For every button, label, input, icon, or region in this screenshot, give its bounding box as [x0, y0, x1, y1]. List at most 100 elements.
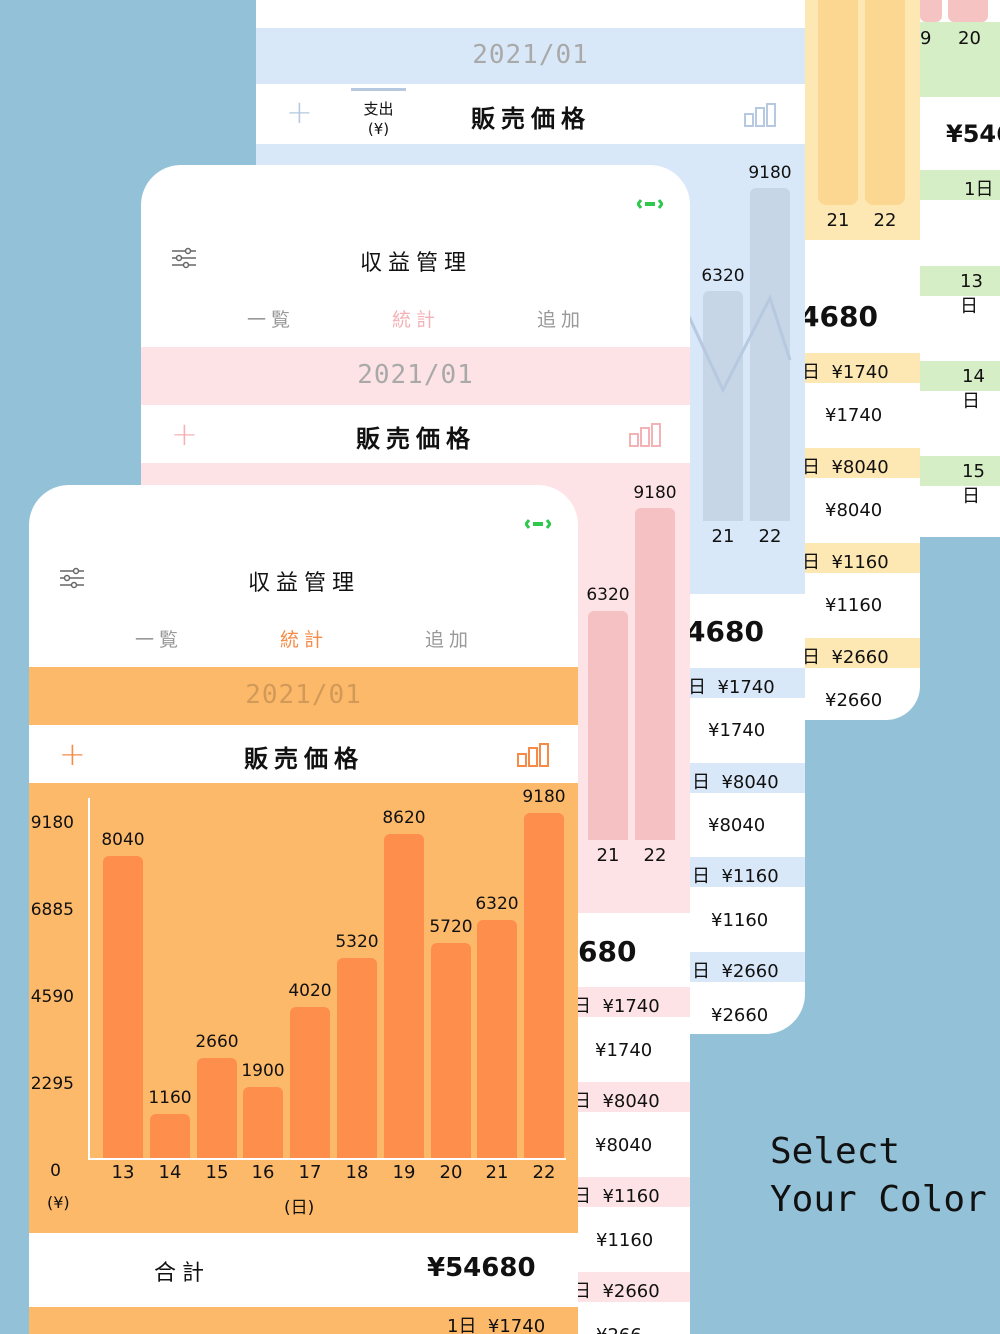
pink-total-value: 680	[578, 935, 637, 968]
blue-metric: 販売価格	[471, 105, 591, 133]
green-row-bg-4	[920, 456, 1000, 486]
pink-day-21: 21	[596, 845, 620, 866]
blue-line	[686, 294, 792, 394]
blue-expense-label: 支出	[363, 100, 394, 118]
bar-value-22: 9180	[522, 787, 566, 807]
blue-tab-stats[interactable]: 統計	[496, 0, 556, 2]
card-green: 9 20 ¥546 1日 13日 14日 15日	[920, 0, 1000, 537]
blue-plus-icon[interactable]: +	[286, 93, 313, 131]
green-day-20: 20	[958, 28, 981, 49]
blue-expense-tab[interactable]: 支出 (¥)	[351, 88, 406, 139]
blue-chart-icon[interactable]	[744, 103, 776, 131]
month-bar[interactable]	[29, 667, 578, 725]
pink-row-2-plain: ¥8040	[595, 1135, 653, 1156]
pink-bar-22	[635, 508, 675, 840]
tab-list[interactable]: 一覧	[134, 629, 183, 651]
blue-row-3-plain: ¥1160	[711, 910, 769, 931]
bar-value-13: 8040	[101, 830, 145, 850]
pink-month: 2021/01	[357, 360, 474, 390]
x-tick-13: 13	[111, 1162, 135, 1183]
bar-17	[290, 1007, 330, 1158]
yellow-row-2-plain: ¥8040	[825, 500, 883, 521]
green-bar-1	[920, 0, 942, 22]
pink-plus-icon[interactable]: +	[171, 415, 198, 453]
x-tick-19: 19	[392, 1162, 416, 1183]
x-tick-14: 14	[158, 1162, 182, 1183]
pink-tab-list[interactable]: 一覧	[246, 309, 295, 331]
entry-row-bg	[29, 1307, 578, 1334]
pink-metric: 販売価格	[356, 425, 476, 453]
bar-value-15: 2660	[195, 1032, 239, 1052]
pink-tab-add[interactable]: 追加	[536, 309, 585, 331]
yellow-bar-22	[865, 0, 905, 205]
y-tick-2295: 2295	[30, 1074, 74, 1094]
pink-row-1-plain: ¥1740	[595, 1040, 653, 1061]
bar-value-20: 5720	[429, 917, 473, 937]
tab-add[interactable]: 追加	[424, 629, 473, 651]
pink-row-3: 日 ¥1160	[573, 1186, 660, 1207]
tab-stats[interactable]: 統計	[279, 629, 328, 651]
yellow-day-22: 22	[873, 210, 897, 231]
pink-day-22: 22	[643, 845, 667, 866]
y-axis-line	[88, 798, 90, 1160]
bar-value-14: 1160	[148, 1088, 192, 1108]
tagline: Select Your Color	[770, 1128, 987, 1224]
yellow-row-4: 日 ¥2660	[802, 647, 889, 668]
metric-title: 販売価格	[244, 745, 364, 773]
chart-area: 9180 6885 4590 2295 0 (¥) (日) 8040 13 1160…	[29, 783, 578, 1233]
pink-month-bar	[141, 347, 690, 405]
yellow-row-3: 日 ¥1160	[802, 552, 889, 573]
blue-row-3: 日 ¥1160	[692, 866, 779, 887]
blue-tab-list[interactable]: 一覧	[366, 0, 426, 2]
chart-type-icon[interactable]	[517, 743, 549, 771]
pink-bar-label-22: 9180	[633, 483, 677, 503]
pink-tab-stats[interactable]: 統計	[391, 309, 440, 331]
green-row-4: 15日	[962, 461, 985, 507]
yellow-row-4-plain: ¥2660	[825, 690, 883, 711]
pink-app-title: 収益管理	[359, 251, 472, 276]
tagline-line2: Your Color	[770, 1179, 987, 1220]
yellow-day-21: 21	[826, 210, 850, 231]
pink-row-4-plain: ¥266	[596, 1325, 642, 1334]
blue-row-4-plain: ¥2660	[711, 1005, 769, 1026]
x-tick-16: 16	[251, 1162, 275, 1183]
yellow-row-3-plain: ¥1160	[825, 595, 883, 616]
bar-19	[384, 834, 424, 1158]
blue-tab-add[interactable]: 追加	[646, 0, 706, 2]
x-tick-15: 15	[205, 1162, 229, 1183]
app-title: 収益管理	[247, 571, 360, 596]
bar-13	[103, 856, 143, 1158]
bar-value-21: 6320	[475, 894, 519, 914]
blue-row-1-plain: ¥1740	[708, 720, 766, 741]
card-orange: 収益管理 一覧 統計 追加 2021/01 + 販売価格 9180 6885 4…	[29, 485, 578, 1334]
pink-chart-icon[interactable]	[629, 423, 661, 451]
pink-settings-icon[interactable]	[171, 247, 197, 273]
total-value: ¥54680	[427, 1253, 536, 1283]
blue-total-value: 4680	[686, 615, 764, 648]
card-yellow: 21 22 4680 日 ¥1740 ¥1740 日 ¥8040 ¥8040 日…	[800, 0, 920, 720]
total-label: 合計	[154, 1261, 211, 1286]
blue-bar-22	[750, 188, 790, 521]
x-tick-18: 18	[345, 1162, 369, 1183]
bar-20	[431, 943, 471, 1158]
yellow-row-2: 日 ¥8040	[802, 457, 889, 478]
green-total-value: ¥546	[946, 120, 1000, 148]
yellow-row-1-plain: ¥1740	[825, 405, 883, 426]
blue-expense-unit: (¥)	[367, 120, 390, 138]
settings-icon[interactable]	[59, 567, 85, 593]
y-tick-0: 0	[50, 1161, 61, 1181]
blue-day-22: 22	[758, 526, 782, 547]
entry-row-1[interactable]: 1日 ¥1740	[447, 1316, 546, 1334]
bar-value-17: 4020	[288, 981, 332, 1001]
green-chart-area	[920, 22, 1000, 97]
plus-icon[interactable]: +	[59, 735, 86, 773]
x-tick-21: 21	[485, 1162, 509, 1183]
green-row-bg-3	[920, 361, 1000, 391]
green-day-19: 9	[920, 28, 932, 49]
green-row-bg-1	[920, 170, 1000, 200]
battery-icon	[524, 515, 552, 534]
x-tick-17: 17	[298, 1162, 322, 1183]
bar-16	[243, 1087, 283, 1158]
pink-row-4: 日 ¥2660	[573, 1281, 660, 1302]
blue-row-4: 日 ¥2660	[692, 961, 779, 982]
